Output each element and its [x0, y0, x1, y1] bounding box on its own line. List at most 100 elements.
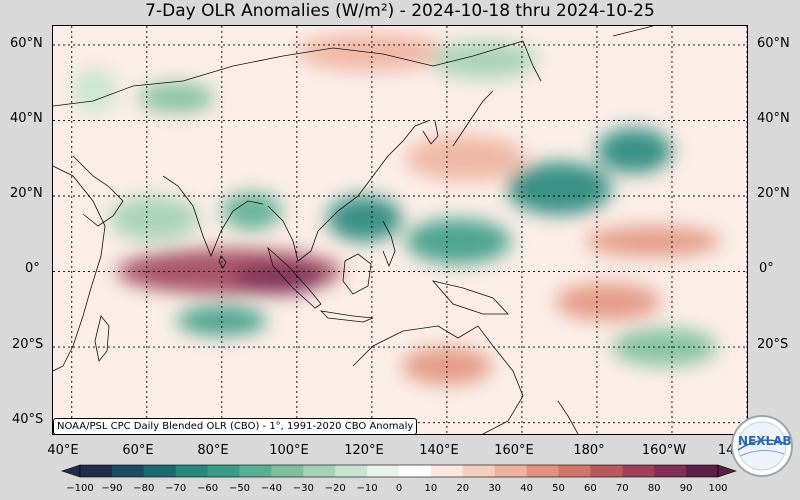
colorbar-tick-label: 50 — [552, 483, 565, 494]
asia-north-coastline — [53, 40, 524, 107]
colorbar-tick-label: −100 — [66, 483, 94, 494]
lat-label-40n-left: 40°N — [10, 111, 43, 126]
lat-label-40s-left: 40°S — [12, 412, 44, 427]
colorbar-swatch — [239, 465, 272, 477]
colorbar-swatch — [462, 465, 496, 477]
africa-coastline — [53, 165, 106, 372]
colorbar-swatch — [271, 465, 304, 477]
lon-label-180: 180° — [573, 443, 605, 458]
colorbar-swatch — [430, 465, 464, 477]
japan-coastline — [452, 90, 494, 147]
colorbar-swatch — [686, 465, 719, 477]
colorbar-tick-label: −30 — [292, 483, 314, 494]
colorbar-swatch — [335, 465, 368, 477]
colorbar-swatch — [399, 465, 432, 477]
colorbar-tick-label: −20 — [324, 483, 346, 494]
colorbar-swatch — [654, 465, 687, 477]
lat-label-eq-left: 0° — [25, 261, 40, 276]
lon-label-120e: 120°E — [344, 443, 384, 458]
new-guinea-coastline — [431, 280, 509, 315]
lat-label-20s-left: 20°S — [12, 337, 44, 352]
colorbar-tick-label: 0 — [395, 483, 403, 494]
new-zealand-coastline — [557, 400, 579, 434]
colorbar-swatch — [494, 465, 528, 477]
colorbar-tick-label: 10 — [424, 483, 438, 494]
arabian-sea-negative — [109, 196, 200, 242]
north-atlantic-negative — [71, 67, 117, 113]
australia-coastline — [352, 325, 524, 434]
colorbar-swatch — [622, 465, 655, 477]
olr-anomaly-map — [53, 26, 748, 434]
lon-label-40e: 40°E — [47, 443, 79, 458]
borneo-coastline — [342, 253, 372, 295]
colorbar-tick-label: 100 — [708, 483, 728, 494]
lon-label-60e: 60°E — [122, 443, 154, 458]
north-pacific-negative — [596, 128, 672, 174]
south-pacific-positive — [555, 282, 661, 321]
arabia-coastline — [72, 155, 124, 227]
colorbar-swatch — [111, 465, 145, 477]
lon-label-80e: 80°E — [197, 443, 229, 458]
lat-label-20s-right: 20°S — [757, 337, 789, 352]
colorbar — [61, 464, 737, 478]
colorbar-swatch — [175, 465, 209, 477]
lat-label-60n-left: 60°N — [10, 36, 43, 51]
central-asia-negative — [139, 82, 215, 113]
colorbar-border — [79, 464, 719, 478]
colorbar-tick-label: 70 — [615, 483, 629, 494]
data-source-credit: NOAA/PSL CPC Daily Blended OLR (CBO) - 1… — [53, 418, 418, 435]
colorbar-tick-label: 90 — [679, 483, 693, 494]
korea-coastline — [422, 120, 439, 145]
colorbar-swatch — [80, 465, 113, 477]
colorbar-tick-label: −50 — [228, 483, 251, 494]
kamchatka-coastline — [522, 40, 542, 82]
map-frame — [52, 25, 748, 435]
mongolia-negative — [431, 41, 537, 79]
lat-label-eq-right: 0° — [759, 261, 774, 276]
colorbar-tick-label: −80 — [133, 483, 155, 494]
west-pacific-negative — [506, 162, 612, 215]
colorbar-swatch — [558, 465, 591, 477]
colorbar-tick-label: −10 — [356, 483, 378, 494]
nexlab-logo-text: NEXLAB — [738, 434, 792, 448]
south-indian-ocean-negative — [176, 305, 267, 336]
lon-label-140e: 140°E — [419, 443, 459, 458]
india-coastline — [162, 175, 264, 258]
colorbar-swatch — [303, 465, 336, 477]
colorbar-tick-label: 20 — [456, 483, 470, 494]
philippine-sea-negative — [405, 218, 511, 264]
central-pacific-positive — [585, 226, 721, 257]
colorbar-tick-label: −70 — [165, 483, 187, 494]
bay-of-bengal-negative — [221, 192, 282, 230]
colorbar-tick-label: −90 — [101, 483, 123, 494]
alaska-coastline — [612, 26, 654, 37]
colorbar-tick-label: 30 — [488, 483, 502, 494]
colorbar-swatch — [143, 465, 177, 477]
colorbar-min-arrow — [61, 464, 81, 478]
colorbar-swatch — [207, 465, 240, 477]
sri-lanka-coastline — [218, 255, 227, 269]
madagascar-coastline — [94, 315, 110, 362]
colorbar-tick-label: 40 — [520, 483, 533, 494]
colorbar-swatch — [367, 465, 400, 477]
map-title: 7-Day OLR Anomalies (W/m²) - 2024-10-18 … — [145, 1, 655, 21]
colorbar-swatch — [590, 465, 623, 477]
lat-label-20n-right: 20°N — [757, 186, 790, 201]
sumatra-positive — [233, 264, 324, 295]
colorbar-tick-label: −60 — [197, 483, 219, 494]
philippines-coastline — [382, 220, 396, 268]
nexlab-logo — [731, 415, 793, 477]
japan-positive — [405, 135, 526, 181]
lat-label-40n-right: 40°N — [757, 111, 790, 126]
colorbar-tick-label: −40 — [260, 483, 282, 494]
lat-label-60n-right: 60°N — [757, 36, 790, 51]
lon-label-160e: 160°E — [494, 443, 534, 458]
south-china-sea-negative — [326, 196, 402, 242]
colorbar-tick-label: 80 — [647, 483, 661, 494]
indochina-coastline — [267, 205, 339, 262]
lon-label-160w: 160°W — [641, 443, 687, 458]
colorbar-tick-label: 60 — [584, 483, 597, 494]
colorbar-swatch — [526, 465, 559, 477]
sumatra-coastline — [267, 246, 322, 309]
lon-label-100e: 100°E — [269, 443, 309, 458]
